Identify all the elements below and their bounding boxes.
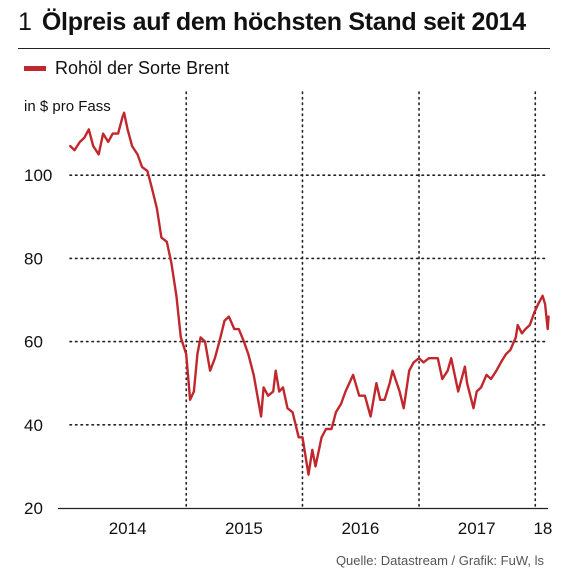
title-divider: [18, 48, 550, 49]
legend-label: Rohöl der Sorte Brent: [55, 58, 230, 78]
y-tick-label: 20: [24, 499, 43, 518]
x-tick-label: 2017: [458, 519, 496, 538]
x-tick-label: 2016: [342, 519, 380, 538]
y-tick-label: 60: [24, 333, 43, 352]
source-note: Quelle: Datastream / Grafik: FuW, ls: [335, 553, 544, 568]
y-tick-label: 80: [24, 249, 43, 268]
x-tick-label: 2014: [109, 519, 147, 538]
legend-swatch: [24, 66, 46, 71]
chart-title: Ölpreis auf dem höchsten Stand seit 2014: [41, 8, 526, 36]
chart-title-row: 1 Ölpreis auf dem höchsten Stand seit 20…: [18, 8, 526, 44]
y-tick-label: 100: [24, 166, 52, 185]
y-tick-label: 40: [24, 416, 43, 435]
figure-number: 1: [18, 8, 32, 36]
series-line-brent: [69, 111, 550, 476]
x-tick-label: 2015: [225, 519, 263, 538]
line-chart: 20 40 60 80 100 2014 2015 2016 2017 18: [24, 91, 552, 538]
y-axis-unit-label: in $ pro Fass: [24, 98, 111, 115]
legend: Rohöl der Sorte Brent: [24, 58, 229, 79]
x-tick-label: 18: [533, 519, 552, 538]
